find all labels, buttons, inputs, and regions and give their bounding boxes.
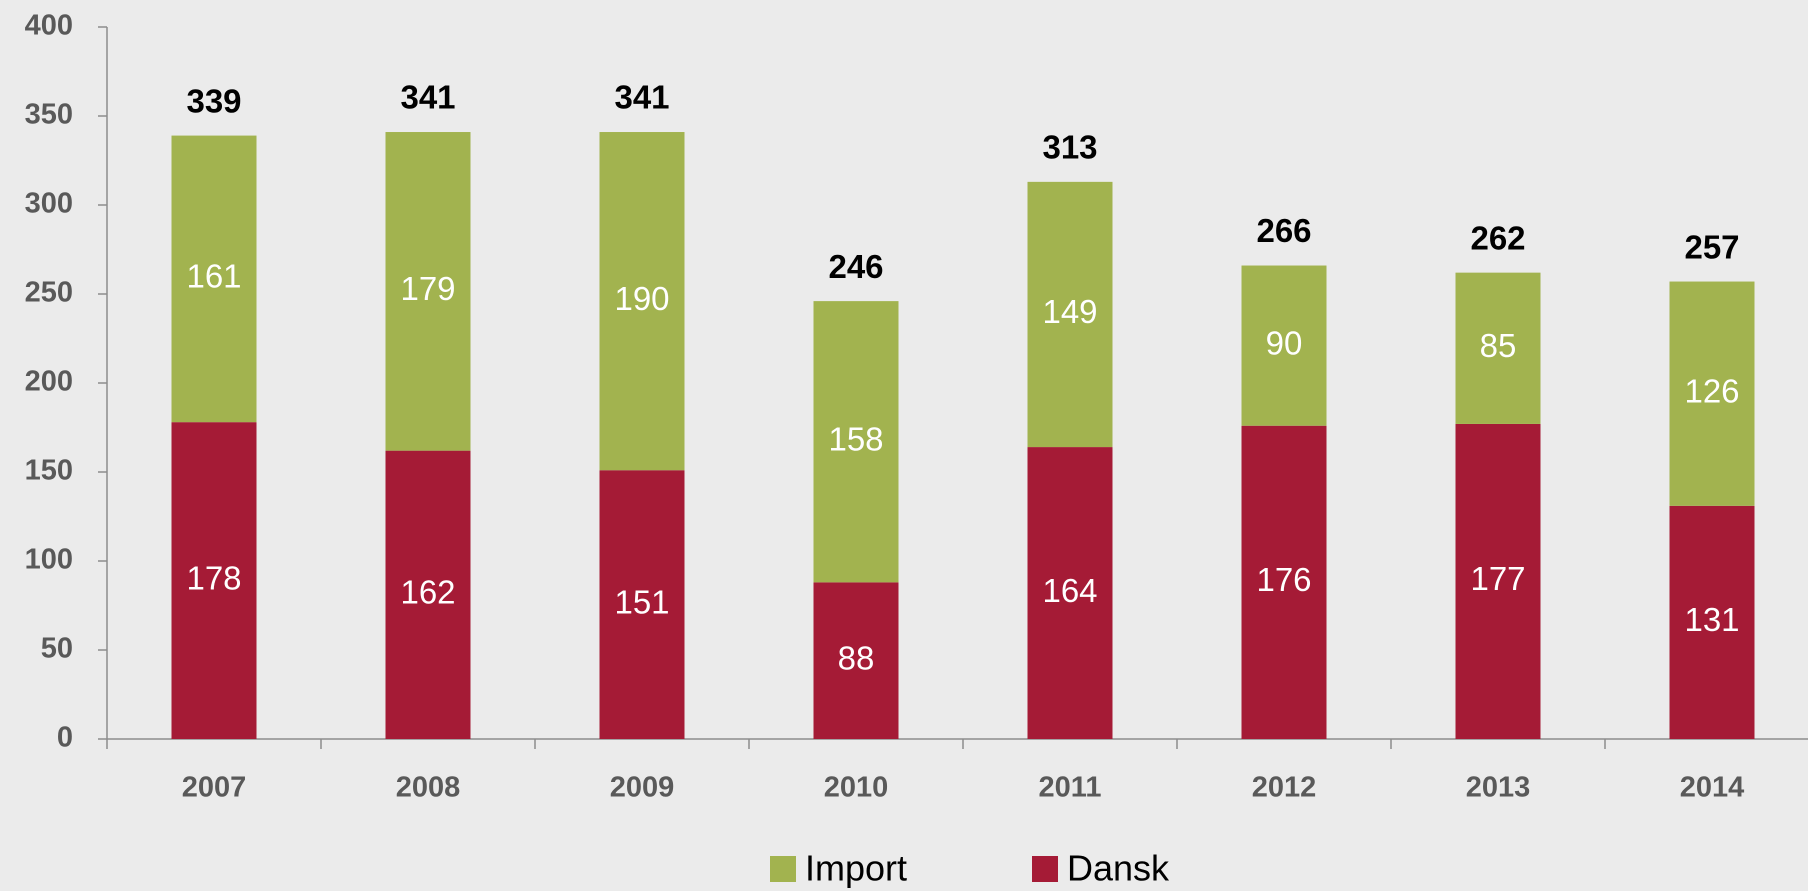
x-tick-label: 2014 (1680, 772, 1745, 804)
bar-segment (1241, 265, 1327, 426)
segment-label: 151 (614, 583, 669, 620)
bar-segment (1669, 281, 1755, 506)
y-tick-label: 100 (25, 544, 73, 576)
segment-label: 90 (1266, 324, 1303, 361)
segment-label: 190 (614, 280, 669, 317)
x-tick-label: 2008 (396, 772, 461, 804)
x-tick-label: 2012 (1252, 772, 1317, 804)
legend-swatch (770, 856, 796, 882)
segment-label: 177 (1470, 560, 1525, 597)
y-tick-label: 200 (25, 366, 73, 398)
segment-label: 164 (1042, 572, 1097, 609)
segment-label: 88 (838, 639, 875, 676)
x-tick-label: 2013 (1466, 772, 1531, 804)
bar-segment (1669, 505, 1755, 739)
bar-segment (599, 470, 685, 739)
total-label: 262 (1470, 219, 1525, 256)
y-tick-label: 150 (25, 455, 73, 487)
total-label: 266 (1256, 212, 1311, 249)
bar-segment (385, 132, 471, 451)
y-tick-label: 300 (25, 188, 73, 220)
x-tick-label: 2011 (1039, 772, 1102, 804)
bar-segment (1027, 447, 1113, 739)
total-label: 313 (1042, 129, 1097, 166)
bar-segment (171, 422, 257, 739)
segment-label: 131 (1684, 601, 1739, 638)
segment-label: 176 (1256, 561, 1311, 598)
y-tick-label: 0 (57, 722, 73, 754)
x-tick-label: 2007 (182, 772, 247, 804)
bar-segment (171, 135, 257, 423)
segment-label: 85 (1480, 327, 1517, 364)
segment-label: 149 (1042, 293, 1097, 330)
bar-segment (813, 301, 899, 583)
y-tick-label: 250 (25, 277, 73, 309)
segment-label: 158 (828, 420, 883, 457)
y-tick-label: 50 (41, 633, 73, 665)
bar-segment (813, 582, 899, 739)
segment-label: 126 (1684, 372, 1739, 409)
bar-segment (385, 450, 471, 739)
total-label: 339 (186, 82, 241, 119)
x-tick-label: 2009 (610, 772, 675, 804)
segment-label: 179 (400, 270, 455, 307)
y-tick-label: 350 (25, 99, 73, 131)
y-tick-label: 400 (25, 10, 73, 42)
legend-label: Import (805, 848, 907, 889)
legend-label: Dansk (1067, 848, 1170, 889)
segment-label: 161 (186, 258, 241, 295)
total-label: 246 (828, 248, 883, 285)
x-tick-label: 2010 (824, 772, 889, 804)
bar-segment (1027, 181, 1113, 448)
total-label: 257 (1684, 228, 1739, 265)
legend-swatch (1032, 856, 1058, 882)
bar-segment (1241, 425, 1327, 739)
total-label: 341 (400, 79, 455, 116)
segment-label: 162 (400, 574, 455, 611)
bar-segment (1455, 423, 1541, 739)
bar-segment (1455, 272, 1541, 424)
bar-segment (599, 132, 685, 471)
total-label: 341 (614, 79, 669, 116)
segment-label: 178 (186, 559, 241, 596)
